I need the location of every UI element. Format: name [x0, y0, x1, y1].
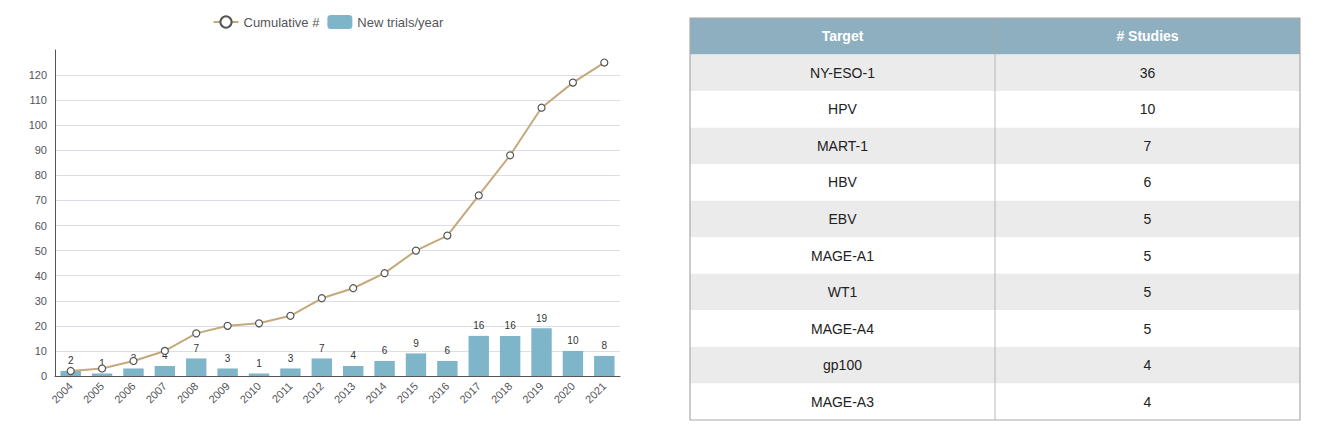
- svg-text:1: 1: [256, 358, 262, 369]
- svg-text:2005: 2005: [81, 380, 107, 406]
- svg-text:Target: Target: [822, 28, 864, 44]
- svg-text:2004: 2004: [49, 380, 75, 406]
- svg-text:6: 6: [382, 345, 388, 356]
- svg-text:10: 10: [35, 345, 47, 357]
- svg-text:MART-1: MART-1: [817, 138, 868, 154]
- svg-text:120: 120: [29, 69, 47, 81]
- svg-text:7: 7: [319, 343, 325, 354]
- svg-text:1: 1: [99, 358, 105, 369]
- svg-text:3: 3: [225, 353, 231, 364]
- svg-text:8: 8: [602, 340, 608, 351]
- svg-text:19: 19: [536, 313, 548, 324]
- svg-text:2015: 2015: [394, 380, 420, 406]
- svg-text:36: 36: [1140, 65, 1156, 81]
- svg-text:30: 30: [35, 295, 47, 307]
- svg-text:7: 7: [193, 343, 199, 354]
- svg-text:16: 16: [505, 320, 517, 331]
- svg-text:5: 5: [1144, 211, 1152, 227]
- svg-text:5: 5: [1144, 284, 1152, 300]
- svg-text:2008: 2008: [175, 380, 201, 406]
- svg-text:WT1: WT1: [828, 284, 858, 300]
- svg-text:100: 100: [29, 119, 47, 131]
- svg-text:4: 4: [1144, 394, 1152, 410]
- svg-text:3: 3: [131, 353, 137, 364]
- svg-text:10: 10: [1140, 101, 1156, 117]
- svg-text:2013: 2013: [332, 380, 358, 406]
- svg-text:2021: 2021: [583, 380, 609, 406]
- svg-text:20: 20: [35, 320, 47, 332]
- svg-text:MAGE-A3: MAGE-A3: [811, 394, 874, 410]
- svg-text:Cumulative #: Cumulative #: [244, 15, 321, 30]
- svg-text:# Studies: # Studies: [1116, 28, 1178, 44]
- svg-text:2017: 2017: [457, 380, 483, 406]
- svg-text:HPV: HPV: [828, 101, 857, 117]
- svg-text:2009: 2009: [206, 380, 232, 406]
- svg-text:2: 2: [68, 355, 74, 366]
- svg-text:9: 9: [413, 338, 419, 349]
- svg-text:5: 5: [1144, 321, 1152, 337]
- svg-text:HBV: HBV: [828, 174, 857, 190]
- svg-text:New trials/year: New trials/year: [357, 15, 444, 30]
- svg-text:2016: 2016: [426, 380, 452, 406]
- svg-text:2007: 2007: [143, 380, 169, 406]
- svg-text:2014: 2014: [363, 380, 389, 406]
- svg-text:2019: 2019: [520, 380, 546, 406]
- svg-text:7: 7: [1144, 138, 1152, 154]
- svg-text:110: 110: [29, 94, 47, 106]
- svg-text:MAGE-A4: MAGE-A4: [811, 321, 874, 337]
- svg-text:EBV: EBV: [828, 211, 857, 227]
- svg-text:60: 60: [35, 220, 47, 232]
- svg-text:2020: 2020: [551, 380, 577, 406]
- svg-text:5: 5: [1144, 248, 1152, 264]
- svg-text:6: 6: [445, 345, 451, 356]
- svg-text:10: 10: [567, 335, 579, 346]
- svg-text:80: 80: [35, 169, 47, 181]
- svg-text:16: 16: [473, 320, 485, 331]
- svg-text:2012: 2012: [300, 380, 326, 406]
- svg-text:50: 50: [35, 245, 47, 257]
- svg-text:0: 0: [41, 370, 47, 382]
- svg-text:2006: 2006: [112, 380, 138, 406]
- svg-text:40: 40: [35, 270, 47, 282]
- svg-text:2010: 2010: [238, 380, 264, 406]
- svg-text:2018: 2018: [489, 380, 515, 406]
- svg-text:3: 3: [288, 353, 294, 364]
- svg-text:90: 90: [35, 144, 47, 156]
- svg-text:4: 4: [350, 350, 356, 361]
- svg-text:70: 70: [35, 194, 47, 206]
- svg-text:NY-ESO-1: NY-ESO-1: [810, 65, 875, 81]
- svg-text:MAGE-A1: MAGE-A1: [811, 248, 874, 264]
- svg-text:2011: 2011: [269, 380, 294, 405]
- svg-text:6: 6: [1144, 174, 1152, 190]
- svg-text:4: 4: [1144, 357, 1152, 373]
- svg-text:4: 4: [162, 350, 168, 362]
- svg-text:gp100: gp100: [823, 357, 862, 373]
